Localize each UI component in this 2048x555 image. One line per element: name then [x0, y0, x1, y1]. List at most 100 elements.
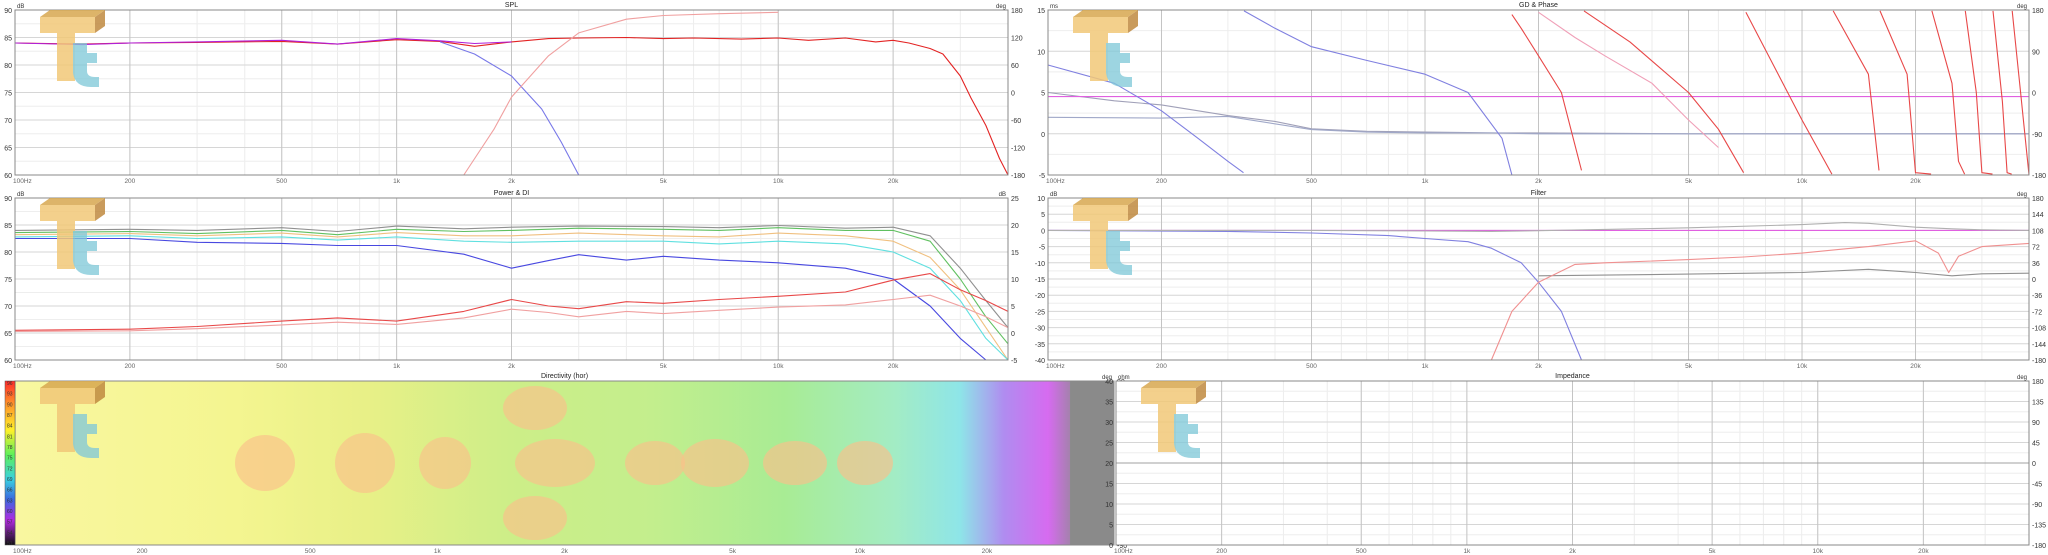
- plot-frame: [1047, 9, 2030, 176]
- watermark-logo-icon: [1073, 10, 1138, 87]
- y2-tick-label: -180: [2032, 543, 2046, 550]
- plot-frame: [1047, 197, 2030, 361]
- gd-series-5: [1538, 11, 1719, 148]
- y2-axis-label: deg: [1102, 375, 1112, 381]
- power-series-3: [14, 235, 1009, 361]
- colorbar-tick-label: 81: [7, 434, 13, 440]
- x-tick-label: 5k: [660, 363, 668, 370]
- chart-title: Filter: [1531, 190, 1547, 197]
- y-tick-label: 0: [1041, 228, 1045, 235]
- watermark-logo-icon: [40, 10, 105, 87]
- chart-title: SPL: [505, 2, 518, 9]
- y-axis-label: dB: [17, 4, 24, 10]
- heatmap-hotspot: [335, 433, 395, 493]
- x-tick-label: 500: [1306, 178, 1317, 185]
- filter-chart: 10 5 0 -5 -10 -15 -20 -25 -30 -35 -40 dB 180 144 108 72…: [1035, 190, 2046, 370]
- filter-series-2: [1048, 222, 2030, 232]
- y2-tick-label: -135: [2032, 523, 2046, 530]
- y2-tick-label: 25: [1011, 196, 1019, 203]
- y-tick-label: -15: [1035, 277, 1045, 284]
- y2-axis-label: deg: [2017, 375, 2027, 381]
- y-tick-label: 90: [4, 196, 12, 203]
- y2-tick-label: -72: [2032, 309, 2042, 316]
- y2-tick-label: -5: [1011, 358, 1017, 365]
- x-tick-label: 20k: [982, 548, 993, 555]
- y2-tick-label: -90: [2032, 132, 2042, 139]
- y2-axis-label: deg: [2017, 192, 2027, 198]
- y-tick-label: -5: [1039, 173, 1045, 180]
- x-tick-label: 10k: [1797, 178, 1808, 185]
- watermark-logo-icon: [1141, 381, 1206, 458]
- y2-tick-label: 72: [2032, 245, 2040, 252]
- y-tick-label: 60: [4, 173, 12, 180]
- y2-tick-label: 0: [2032, 461, 2036, 468]
- x-tick-label: 100Hz: [13, 548, 32, 555]
- y2-tick-label: 108: [2032, 228, 2044, 235]
- x-tick-label: 5k: [1685, 363, 1693, 370]
- y2-tick-label: -180: [2032, 173, 2046, 180]
- colorbar-tick-label: 87: [7, 413, 13, 419]
- colorbar-tick-label: 54: [7, 530, 13, 536]
- y-tick-label: 5: [1041, 91, 1045, 98]
- y-tick-label: 20: [1105, 461, 1113, 468]
- y2-tick-label: -180: [2032, 358, 2046, 365]
- spl-chart: 90 85 80 75 70 65 60 dB 180 120 60 0 -60 -120 -180 deg S…: [4, 2, 1025, 185]
- y-tick-label: -40: [1035, 358, 1045, 365]
- x-tick-label: 2k: [1535, 178, 1543, 185]
- y-axis-label: dB: [1050, 192, 1057, 198]
- heatmap-hotspot: [235, 435, 295, 491]
- y2-tick-label: -36: [2032, 293, 2042, 300]
- x-tick-label: 100Hz: [1046, 178, 1065, 185]
- x-tick-label: 1k: [393, 178, 401, 185]
- y-tick-label: 25: [1105, 441, 1113, 448]
- y-tick-label: 75: [4, 91, 12, 98]
- x-tick-label: 500: [276, 363, 287, 370]
- x-tick-label: 1k: [1463, 548, 1471, 555]
- y2-tick-label: -90: [2032, 502, 2042, 509]
- x-tick-label: 2k: [508, 178, 516, 185]
- x-tick-label: 1k: [434, 548, 442, 555]
- x-tick-label: 5k: [1709, 548, 1717, 555]
- colorbar-tick-label: 90: [7, 402, 13, 408]
- x-tick-label: 500: [305, 548, 316, 555]
- filter-series-3: [1538, 268, 2030, 277]
- chart-title: Impedance: [1555, 373, 1590, 380]
- gd-series-1: [1047, 115, 2029, 135]
- y2-tick-label: 0: [1011, 91, 1015, 98]
- x-tick-label: 1k: [393, 363, 401, 370]
- y-tick-label: 40: [1105, 379, 1113, 386]
- colorbar-tick-label: 66: [7, 488, 13, 494]
- x-tick-label: 20k: [888, 178, 899, 185]
- x-tick-label: 20k: [1910, 178, 1921, 185]
- y-tick-label: 65: [4, 331, 12, 338]
- x-tick-label: 20k: [1918, 548, 1929, 555]
- y2-tick-label: 90: [2032, 49, 2040, 56]
- colorbar-tick-label: 51: [7, 541, 13, 547]
- impedance-chart: 40 35 30 25 20 15 10 5 0 ohm 180 135 90 45 0 -45 -90 -135…: [1105, 373, 2046, 555]
- y2-tick-label: 144: [2032, 212, 2044, 219]
- y2-tick-label: -60: [1011, 118, 1021, 125]
- y2-tick-label: 10: [1011, 277, 1019, 284]
- y2-tick-label: 180: [2032, 379, 2044, 386]
- y2-tick-label: 180: [2032, 196, 2044, 203]
- y-tick-label: 70: [4, 118, 12, 125]
- y-tick-label: 85: [4, 36, 12, 43]
- colorbar-tick-label: 93: [7, 392, 13, 398]
- x-tick-label: 500: [1306, 363, 1317, 370]
- y2-tick-label: 15: [1011, 250, 1019, 257]
- y-tick-label: 0: [1041, 132, 1045, 139]
- colorbar: [4, 380, 16, 546]
- y2-axis-label: dB: [999, 192, 1006, 198]
- power-series-0: [14, 224, 1009, 328]
- colorbar-tick-label: 57: [7, 520, 13, 526]
- y2-tick-label: 5: [1011, 304, 1015, 311]
- y-tick-label: 10: [1105, 502, 1113, 509]
- y2-tick-label: 45: [2032, 441, 2040, 448]
- y-tick-label: -5: [1039, 245, 1045, 252]
- y-tick-label: -10: [1035, 261, 1045, 268]
- directivity-chart: 969390878481787572696663605754519060300-…: [4, 373, 1127, 555]
- y2-tick-label: 90: [2032, 420, 2040, 427]
- heatmap-hotspot: [837, 441, 893, 485]
- y2-tick-label: 0: [2032, 91, 2036, 98]
- y-tick-label: 5: [1041, 212, 1045, 219]
